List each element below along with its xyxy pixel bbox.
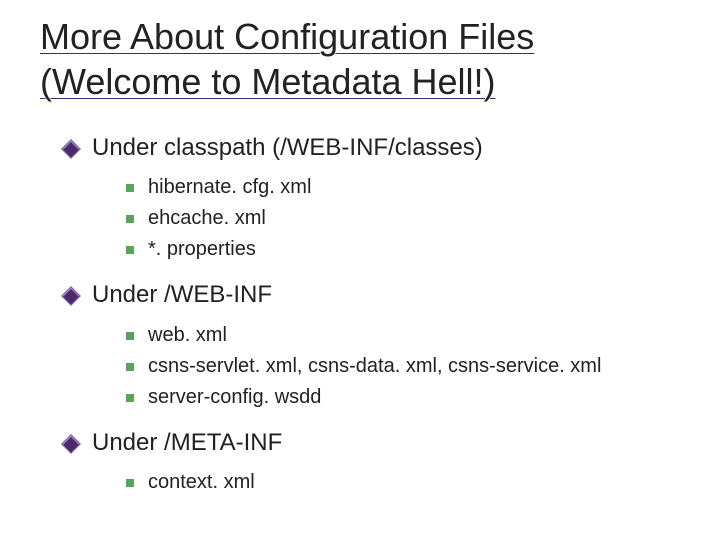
title-line-1: More About Configuration Files xyxy=(40,16,534,57)
list-item: *. properties xyxy=(126,234,690,265)
list-item: hibernate. cfg. xml xyxy=(126,172,690,203)
sub-list: web. xml csns-servlet. xml, csns-data. x… xyxy=(126,320,690,413)
list-section: Under /WEB-INF web. xml csns-servlet. xm… xyxy=(64,279,690,412)
list-section: Under /META-INF context. xml xyxy=(64,427,690,498)
list-section: Under classpath (/WEB-INF/classes) hiber… xyxy=(64,132,690,265)
section-label: Under classpath (/WEB-INF/classes) xyxy=(92,134,483,161)
title-line-2: (Welcome to Metadata Hell!) xyxy=(40,61,496,102)
section-label: Under /WEB-INF xyxy=(92,281,272,308)
list-item: server-config. wsdd xyxy=(126,382,690,413)
list-item: context. xml xyxy=(126,467,690,498)
list-item: ehcache. xml xyxy=(126,203,690,234)
sub-list: context. xml xyxy=(126,467,690,498)
list-item: csns-servlet. xml, csns-data. xml, csns-… xyxy=(126,351,690,382)
section-label: Under /META-INF xyxy=(92,429,282,456)
slide: More About Configuration Files (Welcome … xyxy=(0,0,720,540)
sub-list: hibernate. cfg. xml ehcache. xml *. prop… xyxy=(126,172,690,265)
bullet-list: Under classpath (/WEB-INF/classes) hiber… xyxy=(64,132,690,498)
list-item: web. xml xyxy=(126,320,690,351)
slide-title: More About Configuration Files (Welcome … xyxy=(40,14,690,104)
